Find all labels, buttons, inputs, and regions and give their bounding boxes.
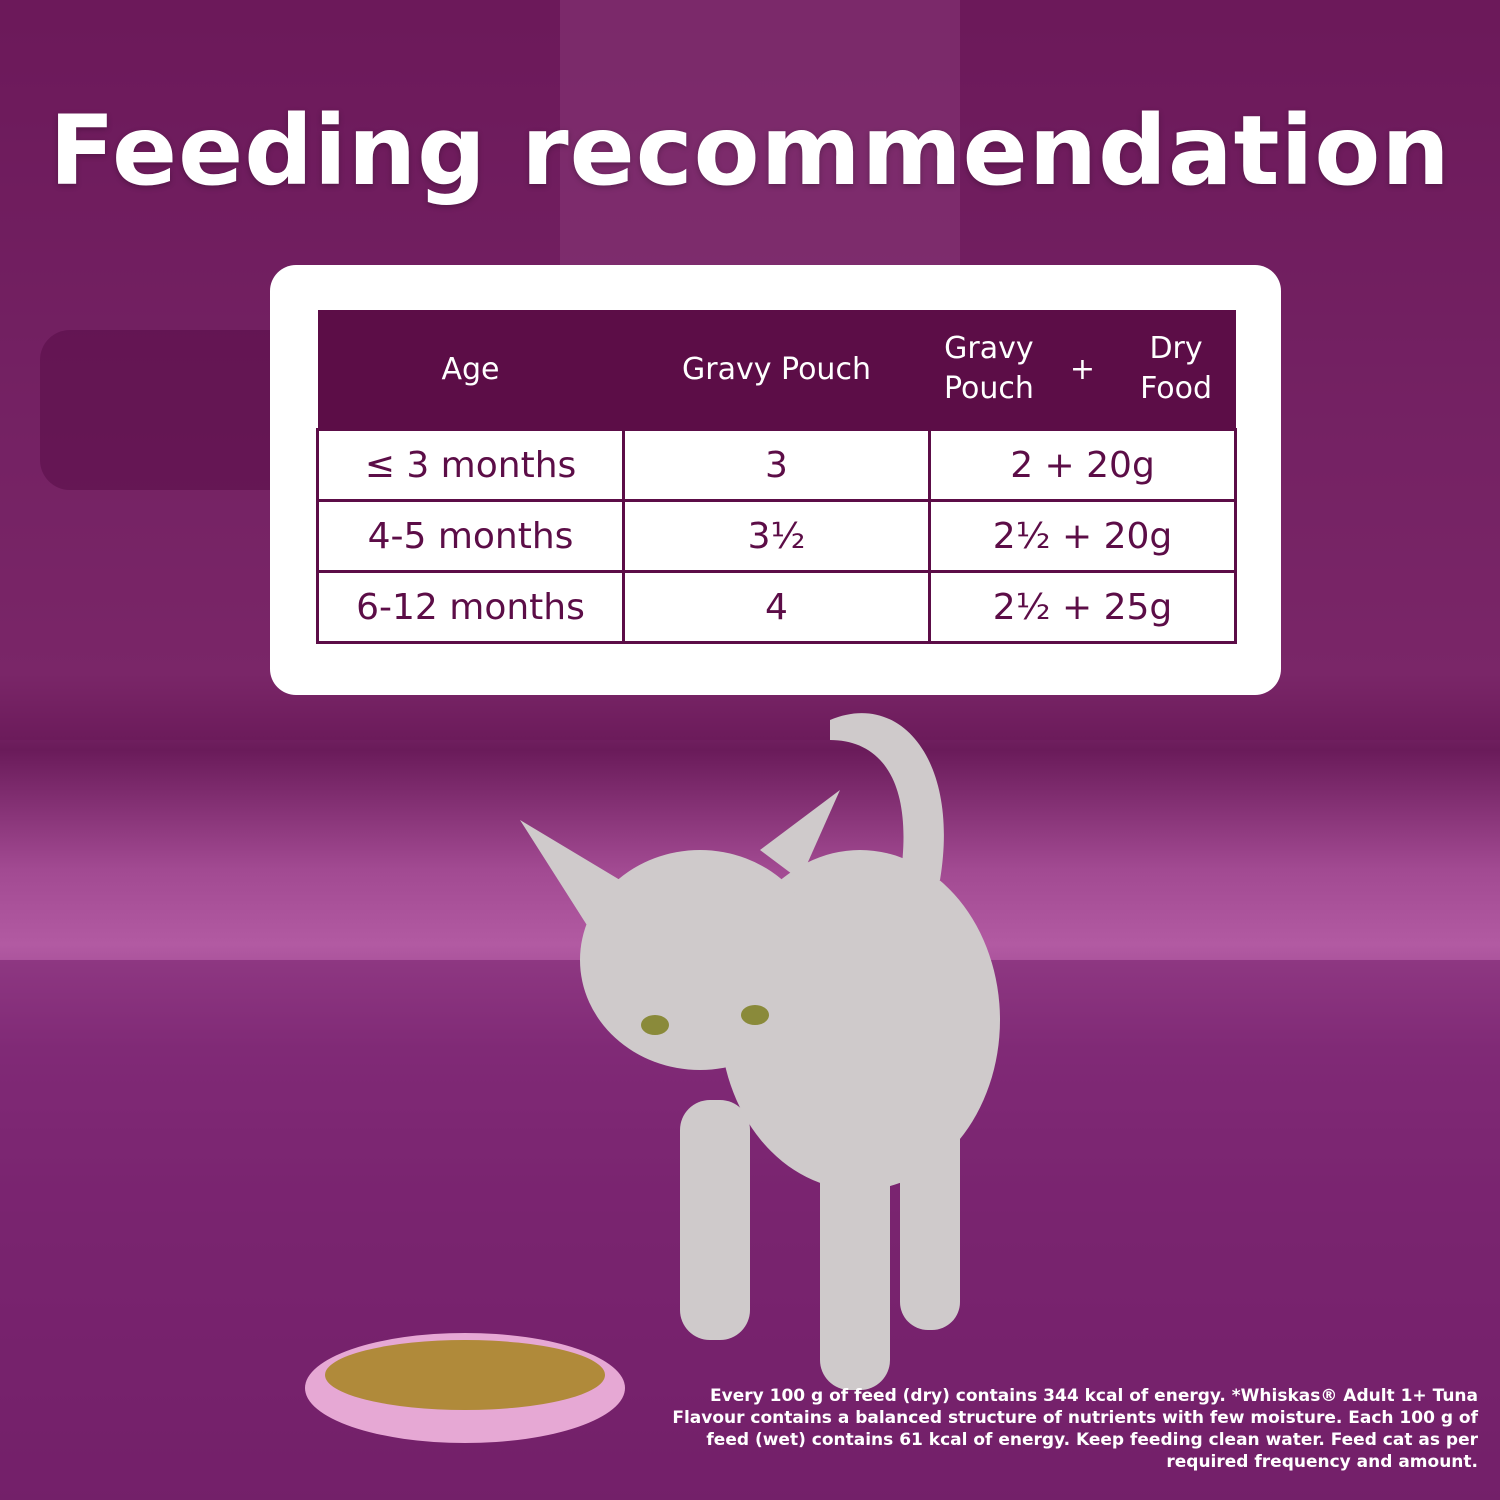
sofa — [40, 330, 300, 490]
table-cell: ≤ 3 months — [316, 428, 625, 502]
footnote: Every 100 g of feed (dry) contains 344 k… — [672, 1386, 1478, 1472]
table-cell: 2½ + 20g — [928, 499, 1237, 573]
column-header: Age — [317, 310, 624, 430]
table-row: ≤ 3 months 3 2 + 20g — [316, 428, 1237, 502]
column-header: Gravy Pouch — [623, 310, 930, 430]
feeding-table: Age Gravy Pouch Gravy Pouch + Dry Food ≤… — [316, 310, 1237, 644]
header-row: Age Gravy Pouch Gravy Pouch + Dry Food — [317, 310, 1236, 430]
table-row: 4-5 months 3½ 2½ + 20g — [316, 499, 1237, 573]
kibble — [325, 1340, 605, 1410]
table-cell: 3 — [622, 428, 931, 502]
title: Feeding recommendation — [49, 95, 1451, 207]
table-cell: 4-5 months — [316, 499, 625, 573]
table-row: 6-12 months 4 2½ + 25g — [316, 570, 1237, 644]
table-card: Age Gravy Pouch Gravy Pouch + Dry Food ≤… — [270, 265, 1281, 695]
header-part: Dry Food — [1140, 331, 1213, 406]
table-cell: 6-12 months — [316, 570, 625, 644]
table-cell: 3½ — [622, 499, 931, 573]
header-plus: + — [1069, 351, 1096, 387]
header-part: Gravy Pouch — [943, 331, 1034, 406]
table-cell: 2½ + 25g — [928, 570, 1237, 644]
table-cell: 2 + 20g — [928, 428, 1237, 502]
combo-header: Gravy Pouch + Dry Food — [934, 329, 1231, 409]
kitten — [520, 713, 1000, 1390]
table-body: ≤ 3 months 3 2 + 20g 4-5 months 3½ 2½ + 20g 6-… — [316, 428, 1237, 644]
window — [560, 0, 960, 300]
column-header: Gravy Pouch + Dry Food — [929, 310, 1236, 430]
table-cell: 4 — [622, 570, 931, 644]
